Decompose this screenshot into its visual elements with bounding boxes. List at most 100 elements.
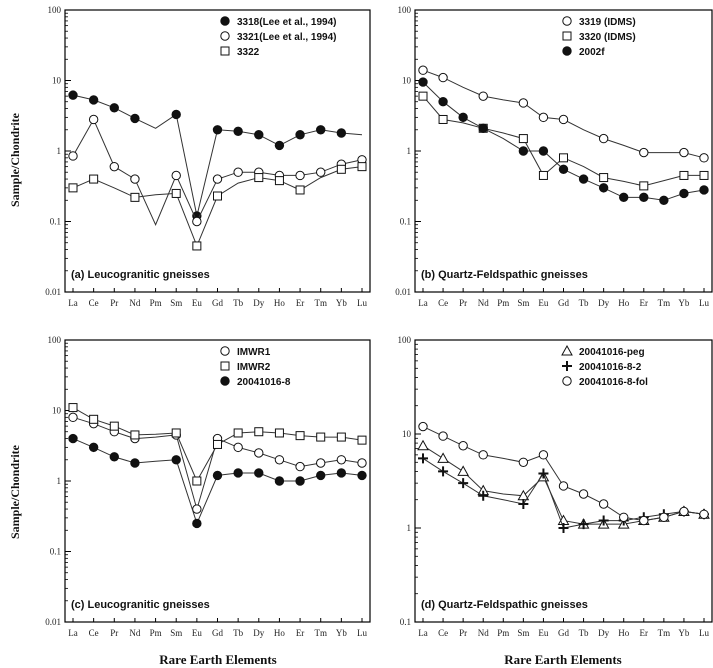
data-point (336, 468, 347, 478)
data-point (438, 97, 448, 107)
legend-label: 20041016-peg (579, 347, 645, 358)
data-point (619, 512, 629, 522)
data-point (192, 476, 202, 486)
y-tick-label: 10 (52, 76, 62, 86)
data-point (68, 151, 78, 161)
data-point (518, 134, 528, 144)
data-point (558, 114, 569, 125)
data-point (130, 458, 140, 468)
data-point (559, 153, 568, 163)
data-point (233, 167, 243, 177)
legend-label: 3322 (237, 47, 260, 58)
data-point (171, 455, 181, 465)
x-tick-label-tm: Tm (314, 298, 327, 308)
data-point (295, 185, 305, 195)
x-axis-label-left: Rare Earth Elements (159, 652, 276, 667)
x-tick-label-pr: Pr (459, 628, 467, 638)
x-tick-label-dy: Dy (598, 298, 609, 308)
data-point (274, 140, 285, 151)
data-point (233, 468, 243, 478)
data-point (254, 448, 264, 458)
x-tick-label-pm: Pm (497, 298, 509, 308)
data-point (639, 515, 649, 526)
y-tick-label: 100 (48, 5, 62, 15)
panel-c: 0.01 0.1 1 10 100 La Ce Pr Nd Pm Sm Eu Gd Tb Dy Ho Er Tm Y… (45, 335, 371, 638)
data-point (316, 432, 326, 442)
legend-label: IMWR1 (237, 347, 271, 358)
data-point (212, 125, 223, 135)
data-point (418, 91, 428, 101)
data-point (171, 170, 181, 181)
x-tick-label-la: La (68, 628, 78, 638)
data-point (458, 478, 469, 489)
data-point (68, 90, 78, 100)
data-point (538, 450, 549, 460)
x-tick-label-gd: Gd (558, 628, 569, 638)
x-tick-label-pm: Pm (150, 298, 162, 308)
data-point (254, 173, 264, 183)
x-tick-label-yb: Yb (336, 298, 347, 308)
x-tick-label-tm: Tm (314, 628, 327, 638)
x-tick-label-gd: Gd (212, 298, 223, 308)
x-tick-label-er: Er (640, 298, 649, 308)
y-tick-label: 10 (52, 406, 62, 416)
x-tick-label-la: La (68, 298, 78, 308)
data-point (639, 147, 649, 158)
data-point (274, 176, 284, 186)
series-1 (68, 412, 367, 514)
data-point (417, 439, 429, 451)
x-tick-label-er: Er (296, 628, 305, 638)
y-tick-label: 10 (402, 76, 412, 86)
y-tick-label: 1 (57, 476, 62, 486)
y-tick-label: 0.01 (395, 287, 411, 297)
data-point (538, 146, 549, 156)
data-point (316, 458, 326, 468)
x-tick-label-sm: Sm (517, 628, 529, 638)
data-point (336, 164, 346, 174)
x-axis-label-right: Rare Earth Elements (504, 652, 621, 667)
data-point (130, 430, 140, 440)
data-point (659, 512, 669, 522)
x-tick-label-ce: Ce (89, 628, 99, 638)
data-point (274, 455, 285, 465)
series-1 (418, 65, 709, 163)
data-point (233, 442, 243, 453)
data-point (316, 125, 326, 135)
data-point (699, 185, 709, 195)
x-tick-label-tm: Tm (658, 628, 671, 638)
data-point (679, 170, 689, 180)
data-point (538, 170, 548, 180)
data-point (68, 403, 78, 413)
legend-marker (561, 344, 573, 356)
x-tick-label-sm: Sm (517, 298, 529, 308)
data-point (336, 128, 347, 138)
x-tick-label-tb: Tb (579, 298, 589, 308)
x-tick-label-pm: Pm (497, 628, 509, 638)
x-tick-label-nd: Nd (129, 628, 140, 638)
data-point (478, 450, 488, 460)
x-tick-label-yb: Yb (678, 298, 689, 308)
x-tick-label-sm: Sm (170, 298, 182, 308)
x-tick-label-dy: Dy (253, 628, 264, 638)
data-point (212, 174, 223, 184)
x-tick-label-tm: Tm (658, 298, 671, 308)
data-point (679, 147, 689, 158)
legend-label: 3318(Lee et al., 1994) (237, 17, 337, 28)
data-point (659, 195, 669, 205)
panel-annotation: (b) Quartz-Feldspathic gneisses (421, 269, 588, 281)
data-point (68, 433, 78, 444)
legend-label: 2002f (579, 47, 605, 58)
data-point (192, 518, 202, 529)
data-point (458, 112, 468, 123)
legend-label: 3320 (IDMS) (579, 32, 636, 43)
data-point (316, 167, 326, 177)
x-tick-label-sm: Sm (170, 628, 182, 638)
panel-annotation: (c) Leucogranitic gneisses (71, 599, 210, 611)
series-3 (418, 77, 709, 205)
x-tick-label-gd: Gd (212, 628, 223, 638)
x-tick-label-pr: Pr (459, 298, 467, 308)
series-line (422, 81, 705, 201)
x-tick-label-ce: Ce (438, 628, 448, 638)
y-tick-label: 0.1 (50, 547, 61, 557)
x-tick-label-yb: Yb (336, 628, 347, 638)
